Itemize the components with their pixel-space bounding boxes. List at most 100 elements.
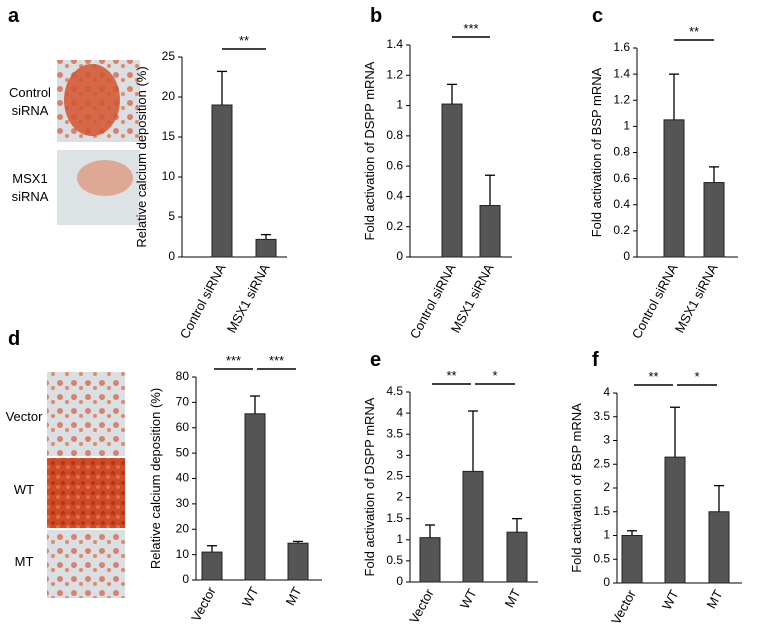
y-tick-label: 1 (623, 119, 630, 133)
y-tick-label: 40 (176, 471, 190, 485)
y-axis-label: Relative calcium deposition (%) (148, 388, 163, 569)
x-tick-label: WT (239, 584, 262, 609)
bar (441, 103, 463, 258)
y-tick-label: 2 (396, 490, 403, 504)
panel-label: a (8, 5, 20, 27)
y-tick-label: 2.5 (593, 456, 610, 470)
y-tick-label: 0 (396, 249, 403, 263)
panel-label: b (370, 5, 382, 27)
y-tick-label: 0 (603, 575, 610, 589)
y-axis-label: Fold activation of BSP mRNA (589, 67, 604, 237)
y-tick-label: 3.5 (386, 426, 403, 440)
y-tick-label: 50 (176, 445, 190, 459)
y-tick-label: 1 (396, 98, 403, 112)
y-tick-label: 1.2 (613, 92, 630, 106)
x-tick-label: WT (659, 587, 682, 612)
significance-label: ** (648, 369, 658, 384)
y-tick-label: 4 (603, 385, 610, 399)
y-tick-label: 0.8 (386, 128, 403, 142)
y-tick-label: 30 (176, 496, 190, 510)
y-tick-label: 4.5 (386, 384, 403, 398)
x-tick-label: Vector (608, 587, 639, 627)
y-tick-label: 60 (176, 420, 190, 434)
y-tick-label: 25 (162, 49, 176, 63)
y-axis-label: Fold activation of DSPP mRNA (362, 61, 377, 240)
x-tick-label: Control siRNA (177, 261, 229, 341)
y-tick-label: 1.6 (613, 40, 630, 54)
significance-label: *** (226, 353, 241, 368)
significance-label: ** (689, 24, 699, 39)
image-label: WT (14, 482, 34, 497)
significance-label: * (694, 369, 699, 384)
bar (201, 551, 223, 581)
y-tick-label: 10 (162, 169, 176, 183)
bar (211, 104, 233, 258)
x-tick-label: MT (283, 584, 305, 608)
y-tick-label: 0 (182, 572, 189, 586)
y-tick-label: 0.5 (386, 553, 403, 567)
bar (703, 182, 725, 258)
y-tick-label: 2.5 (386, 469, 403, 483)
panel-label: f (592, 349, 599, 371)
stain-image (47, 372, 125, 456)
y-tick-label: 70 (176, 395, 190, 409)
image-label: MT (15, 554, 34, 569)
bar (419, 537, 441, 583)
y-axis-label: Fold activation of DSPP mRNA (362, 397, 377, 576)
stain-image (47, 458, 125, 528)
y-tick-label: 1.2 (386, 67, 403, 81)
y-tick-label: 10 (176, 547, 190, 561)
y-tick-label: 0.6 (613, 171, 630, 185)
y-tick-label: 0.8 (613, 145, 630, 159)
panel-label: e (370, 349, 381, 371)
y-tick-label: 3 (396, 448, 403, 462)
y-tick-label: 1.5 (386, 511, 403, 525)
y-tick-label: 20 (176, 521, 190, 535)
significance-label: ** (446, 368, 456, 383)
x-tick-label: MT (704, 587, 726, 611)
panel-label: d (8, 328, 20, 350)
image-label: Control siRNA (9, 85, 51, 118)
y-tick-label: 15 (162, 129, 176, 143)
y-tick-label: 0.4 (613, 197, 630, 211)
y-axis-label: Fold activation of BSP mRNA (569, 403, 584, 573)
x-tick-label: MT (502, 586, 524, 610)
y-tick-label: 3 (603, 433, 610, 447)
x-tick-label: MSX1 siRNA (224, 261, 273, 335)
significance-label: *** (269, 353, 284, 368)
y-tick-label: 1 (396, 532, 403, 546)
y-tick-label: 20 (162, 89, 176, 103)
y-tick-label: 0.2 (386, 219, 403, 233)
bar (663, 119, 685, 258)
bar (462, 470, 484, 583)
y-tick-label: 0.6 (386, 158, 403, 172)
bar (708, 511, 730, 584)
y-tick-label: 4 (396, 405, 403, 419)
y-axis-label: Relative calcium deposition (%) (134, 66, 149, 247)
y-tick-label: 1.5 (593, 504, 610, 518)
y-tick-label: 1 (603, 528, 610, 542)
y-tick-label: 80 (176, 369, 190, 383)
significance-label: * (492, 368, 497, 383)
image-label: Vector (6, 409, 44, 424)
y-tick-label: 1.4 (386, 37, 403, 51)
bar (287, 542, 309, 581)
y-tick-label: 0.4 (386, 189, 403, 203)
image-label: MSX1 siRNA (12, 171, 49, 204)
y-tick-label: 3.5 (593, 409, 610, 423)
stain-image (47, 530, 125, 598)
y-tick-label: 0 (623, 249, 630, 263)
bar (255, 238, 277, 258)
bar (244, 413, 266, 581)
panel-label: c (592, 5, 603, 27)
y-tick-label: 5 (168, 209, 175, 223)
y-tick-label: 0 (168, 249, 175, 263)
y-tick-label: 1.4 (613, 66, 630, 80)
bar (664, 456, 686, 584)
stain-image (77, 160, 133, 196)
y-tick-label: 0 (396, 574, 403, 588)
x-tick-label: Vector (406, 586, 437, 626)
y-tick-label: 0.2 (613, 223, 630, 237)
stain-image (64, 64, 120, 136)
